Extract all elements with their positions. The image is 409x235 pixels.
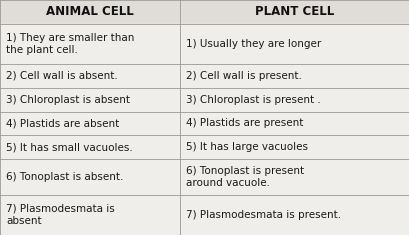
Text: 5) It has large vacuoles: 5) It has large vacuoles	[186, 142, 308, 152]
Text: 7) Plasmodesmata is
absent: 7) Plasmodesmata is absent	[6, 204, 115, 226]
Bar	[0, 64, 180, 88]
Text: 4) Plastids are present: 4) Plastids are present	[186, 118, 303, 129]
Text: 3) Chloroplast is present .: 3) Chloroplast is present .	[186, 95, 321, 105]
Bar	[180, 112, 409, 135]
Text: 6) Tonoplast is absent.: 6) Tonoplast is absent.	[6, 172, 124, 182]
Bar	[180, 88, 409, 112]
Text: 2) Cell wall is absent.: 2) Cell wall is absent.	[6, 71, 118, 81]
Text: 4) Plastids are absent: 4) Plastids are absent	[6, 118, 119, 129]
Bar	[0, 0, 180, 24]
Text: 1) They are smaller than
the plant cell.: 1) They are smaller than the plant cell.	[6, 33, 135, 55]
Bar	[0, 24, 180, 64]
Text: 6) Tonoplast is present
around vacuole.: 6) Tonoplast is present around vacuole.	[186, 166, 304, 188]
Bar	[180, 0, 409, 24]
Text: 1) Usually they are longer: 1) Usually they are longer	[186, 39, 321, 49]
Text: PLANT CELL: PLANT CELL	[255, 5, 334, 18]
Text: 5) It has small vacuoles.: 5) It has small vacuoles.	[6, 142, 133, 152]
Bar	[0, 112, 180, 135]
Text: 2) Cell wall is present.: 2) Cell wall is present.	[186, 71, 302, 81]
Bar	[0, 195, 180, 235]
Bar	[0, 159, 180, 195]
Text: ANIMAL CELL: ANIMAL CELL	[46, 5, 134, 18]
Bar	[0, 88, 180, 112]
Text: 3) Chloroplast is absent: 3) Chloroplast is absent	[6, 95, 130, 105]
Bar	[0, 135, 180, 159]
Bar	[180, 135, 409, 159]
Text: 7) Plasmodesmata is present.: 7) Plasmodesmata is present.	[186, 210, 341, 220]
Bar	[180, 195, 409, 235]
Bar	[180, 24, 409, 64]
Bar	[180, 64, 409, 88]
Bar	[180, 159, 409, 195]
